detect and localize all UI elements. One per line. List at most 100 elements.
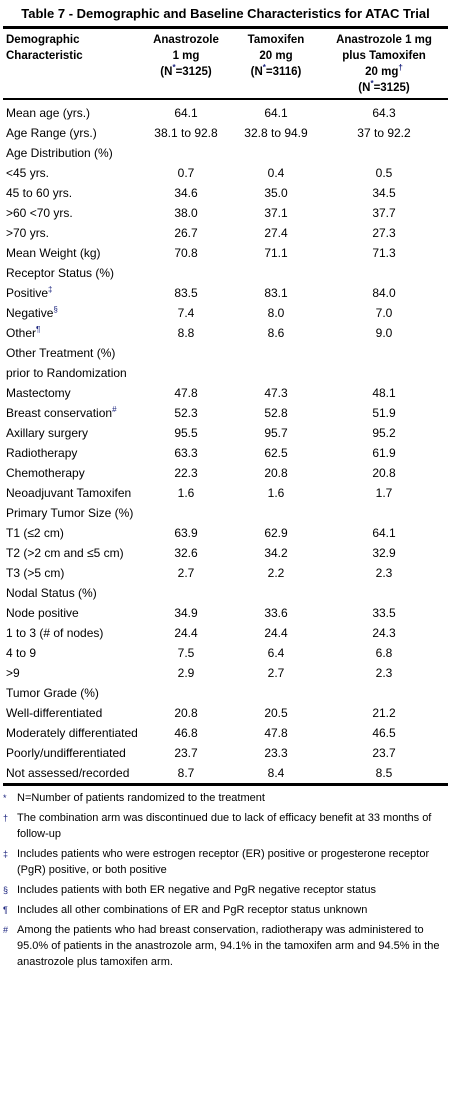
value-cell: 71.3 xyxy=(320,243,448,263)
cell-value: 95.2 xyxy=(372,426,396,440)
cell-value: 83.5 xyxy=(174,286,198,300)
row-label: Negative xyxy=(6,306,54,320)
row-label: Poorly/undifferentiated xyxy=(6,746,126,760)
value-cell: 34.2 xyxy=(232,543,320,563)
table-row: Node positive 34.9 33.6 33.5 xyxy=(3,603,448,623)
footnote-text: Includes patients who were estrogen rece… xyxy=(17,848,430,876)
table-row: Positive‡ 83.5 83.1 84.0 xyxy=(3,283,448,303)
value-cell xyxy=(232,263,320,283)
row-label-cell: Poorly/undifferentiated xyxy=(3,743,140,763)
header-cell: Tamoxifen 20 mg (N*=3116) xyxy=(232,27,320,100)
header-cell: Anastrozole 1 mg (N*=3125) xyxy=(140,27,232,100)
value-cell: 8.6 xyxy=(232,323,320,343)
row-label: >9 xyxy=(6,666,20,680)
cell-value: 33.5 xyxy=(372,606,396,620)
value-cell: 48.1 xyxy=(320,383,448,403)
value-cell: 32.9 xyxy=(320,543,448,563)
header-text: plus Tamoxifen xyxy=(342,50,426,62)
value-cell xyxy=(320,503,448,523)
table-row: Poorly/undifferentiated 23.7 23.3 23.7 xyxy=(3,743,448,763)
table-row: Well-differentiated 20.8 20.5 21.2 xyxy=(3,703,448,723)
cell-value: 21.2 xyxy=(372,706,396,720)
value-cell: 1.6 xyxy=(140,483,232,503)
row-label: Neoadjuvant Tamoxifen xyxy=(6,486,132,500)
row-label: Mean age (yrs.) xyxy=(6,106,91,120)
cell-value: 71.3 xyxy=(372,246,396,260)
table-row: Receptor Status (%) xyxy=(3,263,448,283)
row-label: Other Treatment (%) prior to Randomizati… xyxy=(6,346,127,380)
value-cell: 26.7 xyxy=(140,223,232,243)
value-cell: 46.8 xyxy=(140,723,232,743)
row-label-cell: Primary Tumor Size (%) xyxy=(3,503,140,523)
value-cell: 83.1 xyxy=(232,283,320,303)
value-cell: 83.5 xyxy=(140,283,232,303)
table-row: Chemotherapy 22.3 20.8 20.8 xyxy=(3,463,448,483)
header-text: 1 mg xyxy=(172,50,200,62)
row-label: Mean Weight (kg) xyxy=(6,246,101,260)
cell-value: 64.1 xyxy=(264,106,288,120)
header-n: (N*=3125) xyxy=(322,80,446,96)
table-row: Tumor Grade (%) xyxy=(3,683,448,703)
row-label: Well-differentiated xyxy=(6,706,103,720)
table-title: Table 7 - Demographic and Baseline Chara… xyxy=(21,6,430,21)
table-row: Mean Weight (kg) 70.8 71.1 71.3 xyxy=(3,243,448,263)
cell-value: 23.3 xyxy=(264,746,288,760)
value-cell: 47.8 xyxy=(140,383,232,403)
row-label: T3 (>5 cm) xyxy=(6,566,65,580)
footnote: § Includes patients with both ER negative… xyxy=(3,882,448,898)
footnote-text: The combination arm was discontinued due… xyxy=(17,812,432,840)
cell-value: 64.3 xyxy=(372,106,396,120)
value-cell: 0.5 xyxy=(320,163,448,183)
value-cell: 7.4 xyxy=(140,303,232,323)
cell-value: 63.3 xyxy=(174,446,198,460)
value-cell: 38.0 xyxy=(140,203,232,223)
cell-value: 34.5 xyxy=(372,186,396,200)
header-text: Anastrozole 1 mg xyxy=(336,34,432,46)
footnote-mark: † xyxy=(398,63,403,73)
row-label-cell: Age Distribution (%) xyxy=(3,143,140,163)
cell-value: 34.6 xyxy=(174,186,198,200)
table-row: Mastectomy 47.8 47.3 48.1 xyxy=(3,383,448,403)
footnote-mark: ¶ xyxy=(36,325,41,334)
value-cell: 35.0 xyxy=(232,183,320,203)
value-cell: 34.9 xyxy=(140,603,232,623)
cell-value: 71.1 xyxy=(264,246,288,260)
row-label: Mastectomy xyxy=(6,386,71,400)
value-cell xyxy=(232,143,320,163)
value-cell xyxy=(320,583,448,603)
table-body: Mean age (yrs.) 64.1 64.1 64.3 Age Range (yr… xyxy=(3,99,448,785)
value-cell: 1.6 xyxy=(232,483,320,503)
row-label-cell: 4 to 9 xyxy=(3,643,140,663)
table-row: 1 to 3 (# of nodes) 24.4 24.4 24.3 xyxy=(3,623,448,643)
cell-value: 9.0 xyxy=(375,326,393,340)
cell-value: 95.5 xyxy=(174,426,198,440)
table-row: Breast conservation# 52.3 52.8 51.9 xyxy=(3,403,448,423)
value-cell: 9.0 xyxy=(320,323,448,343)
cell-value: 7.5 xyxy=(177,646,195,660)
value-cell xyxy=(232,683,320,703)
row-label-cell: Other Treatment (%) prior to Randomizati… xyxy=(3,343,140,383)
row-label: Radiotherapy xyxy=(6,446,78,460)
header-cell: Anastrozole 1 mg plus Tamoxifen 20 mg† (N*=… xyxy=(320,27,448,100)
cell-value: 2.9 xyxy=(177,666,195,680)
value-cell: 20.5 xyxy=(232,703,320,723)
cell-value: 46.5 xyxy=(372,726,396,740)
cell-value: 32.8 to 94.9 xyxy=(244,126,308,140)
cell-value: 62.5 xyxy=(264,446,288,460)
value-cell: 33.5 xyxy=(320,603,448,623)
row-label: Receptor Status (%) xyxy=(6,266,115,280)
cell-value: 35.0 xyxy=(264,186,288,200)
header-text: 20 mg† xyxy=(365,63,403,78)
footnote-text: Includes patients with both ER negative … xyxy=(17,884,376,896)
cell-value: 34.9 xyxy=(174,606,198,620)
footnote: ‡ Includes patients who were estrogen rec… xyxy=(3,846,448,878)
value-cell: 64.1 xyxy=(140,99,232,123)
value-cell: 2.2 xyxy=(232,563,320,583)
header-row: Demographic Characteristic Anastrozole 1 mg… xyxy=(3,27,448,100)
row-label-cell: Negative§ xyxy=(3,303,140,323)
cell-value: 95.7 xyxy=(264,426,288,440)
cell-value: 52.3 xyxy=(174,406,198,420)
row-label: 1 to 3 (# of nodes) xyxy=(6,626,104,640)
value-cell: 95.2 xyxy=(320,423,448,443)
cell-value: 0.5 xyxy=(375,166,393,180)
